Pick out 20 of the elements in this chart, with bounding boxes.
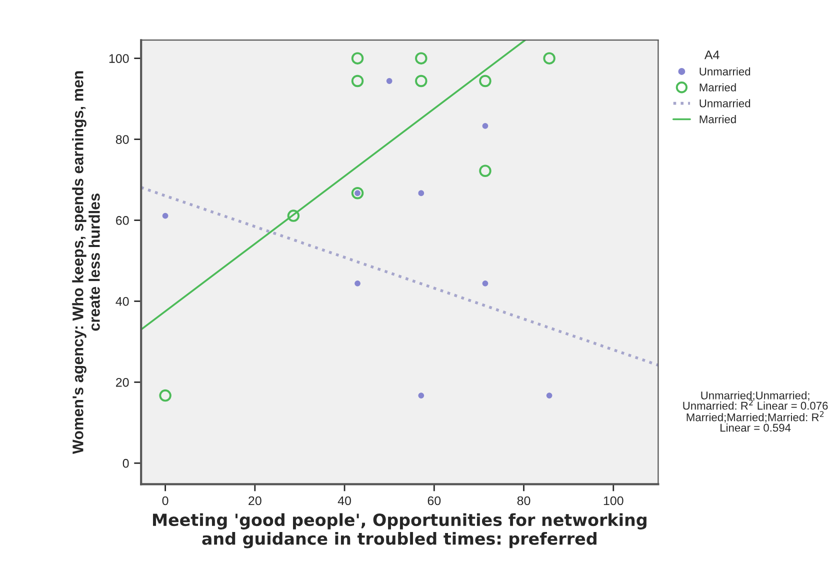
x-tick-label: 80 <box>517 496 530 506</box>
x-tick-label: 60 <box>428 496 441 506</box>
x-axis-title: Meeting 'good people', Opportunities for networking and guidance in troubled times: preferred <box>153 513 646 548</box>
y-tick-label: 80 <box>116 135 129 144</box>
legend-label: Unmarried <box>700 67 750 76</box>
legend-label: Married <box>700 83 736 92</box>
y-tick-label: 20 <box>116 378 129 387</box>
x-tick-label: 100 <box>604 496 624 506</box>
legend-title: A4 <box>704 50 720 60</box>
y-tick-label: 60 <box>116 216 129 225</box>
y-tick-label: 40 <box>116 297 129 306</box>
text: Unmarried;Unmarried; Unmarried: R$^{2}$ Linear = 0.076 Married;Married;Married: R$^{2}$ Linear = 0.594 <box>683 391 828 432</box>
legend-label: Unmarried <box>700 99 750 108</box>
y-tick-label: 0 <box>122 458 129 468</box>
x-tick-label: 0 <box>162 496 168 506</box>
x-tick-label: 20 <box>248 496 262 506</box>
legend-label: Married <box>700 115 736 124</box>
x-tick-label: 40 <box>338 496 351 506</box>
y-axis-title: Women's agency: Who keeps, spends earnings, men create less hurdles <box>72 71 100 454</box>
y-tick-label: 100 <box>109 54 129 63</box>
